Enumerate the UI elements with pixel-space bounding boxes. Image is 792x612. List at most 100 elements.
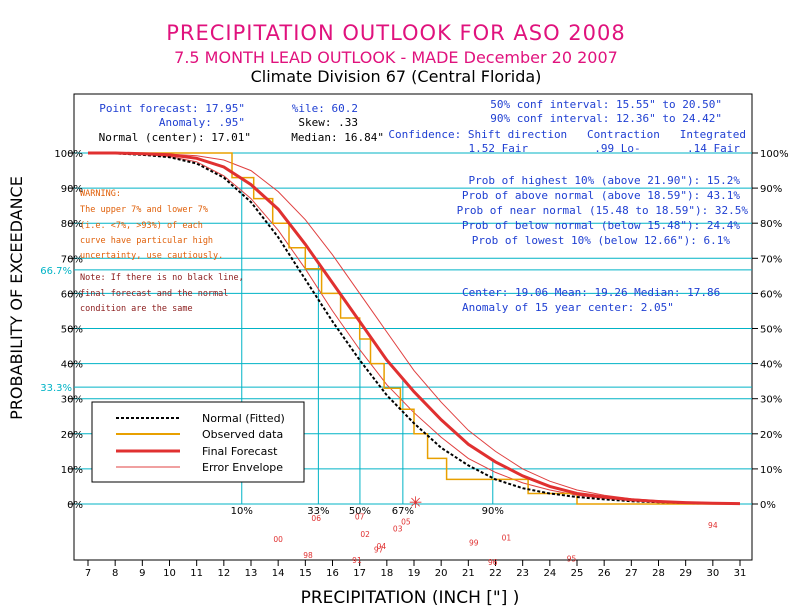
year-label: 05 [401, 518, 411, 527]
x-tick-label: 15 [299, 568, 312, 579]
note-block: Note: If there is no black line, final f… [80, 273, 244, 314]
x-tick-label: 14 [272, 568, 285, 579]
warning-line: The upper 7% and lower 7% [80, 205, 208, 215]
x-tick-label: 19 [408, 568, 421, 579]
year-label: 00 [273, 535, 283, 544]
center-stats: Center: 19.06 Mean: 19.26 Median: 17.86 … [462, 286, 720, 314]
warning-line: curve have particular high [80, 236, 213, 246]
y-tick-label-right: 70% [760, 254, 782, 265]
y-axis-title: PROBABILITY OF EXCEEDANCE [7, 176, 26, 420]
chart-division: Climate Division 67 (Central Florida) [251, 67, 542, 86]
year-label: 96 [488, 558, 498, 567]
grid: 66.7% 33.3% [40, 152, 752, 505]
y-tick-label-left: 20% [61, 430, 83, 441]
center-anomaly: Anomaly of 15 year center: 2.05" [462, 301, 674, 314]
prob-lowest: Prob of lowest 10% (below 12.66"): 6.1% [472, 234, 731, 247]
x-tick-label: 9 [139, 568, 145, 579]
stat-conf50: 50% conf interval: 15.55" to 20.50" [490, 98, 722, 111]
warning-block: WARNING: The upper 7% and lower 7% (i.e.… [80, 189, 223, 261]
warning-line: WARNING: [80, 189, 121, 199]
plot-frame [73, 93, 753, 561]
warning-line: uncertainty, use cautiously. [80, 251, 223, 261]
stat-normal: Normal (center): 17.01" [99, 131, 251, 144]
stat-confidence-values: 1.52 Fair .99 Lo- .14 Fair [468, 142, 740, 155]
year-label: 01 [502, 533, 512, 542]
y-tick-label-left: 90% [61, 184, 83, 195]
x-tick-label: 28 [652, 568, 665, 579]
x-tick-label: 10 [163, 568, 176, 579]
reference-label: 33.3% [40, 383, 72, 394]
percentile-label: 10% [231, 506, 253, 517]
x-tick-label: 21 [462, 568, 475, 579]
stat-pctile: %ile: 60.2 [292, 102, 358, 115]
center-values: Center: 19.06 Mean: 19.26 Median: 17.86 [462, 286, 720, 299]
x-tick-label: 12 [217, 568, 230, 579]
year-label: 03 [393, 525, 403, 534]
x-tick-label: 31 [734, 568, 747, 579]
year-label: 97 [374, 546, 384, 555]
x-tick-label: 20 [435, 568, 448, 579]
y-tick-label-left: 30% [61, 395, 83, 406]
year-label: 98 [303, 551, 313, 560]
y-tick-label-left: 100% [54, 149, 83, 160]
legend: Normal (Fitted) Observed data Final Fore… [91, 401, 305, 483]
y-tick-label-left: 50% [61, 325, 83, 336]
chart-title: PRECIPITATION OUTLOOK FOR ASO 2008 [166, 21, 626, 45]
prob-near: Prob of near normal (15.48 to 18.59"): 3… [457, 204, 749, 217]
x-tick-label: 29 [679, 568, 692, 579]
x-tick-label: 7 [85, 568, 91, 579]
probabilities: Prob of highest 10% (above 21.90"): 15.2… [457, 174, 749, 247]
prob-above: Prob of above normal (above 18.59"): 43.… [462, 189, 741, 202]
y-tick-label-left: 80% [61, 219, 83, 230]
percentile-label: 33% [307, 506, 329, 517]
legend-label: Error Envelope [202, 461, 283, 474]
stat-skew: Skew: .33 [298, 116, 358, 129]
series-final [88, 151, 741, 506]
x-tick-label: 25 [571, 568, 584, 579]
legend-label: Normal (Fitted) [202, 412, 285, 425]
prob-highest: Prob of highest 10% (above 21.90"): 15.2… [468, 174, 740, 187]
year-label: 02 [360, 530, 370, 539]
x-tick-label: 22 [489, 568, 502, 579]
reference-label: 66.7% [40, 266, 72, 277]
x-tick-label: 11 [190, 568, 203, 579]
chart-subtitle: 7.5 MONTH LEAD OUTLOOK - MADE December 2… [174, 48, 618, 67]
x-tick-label: 30 [706, 568, 719, 579]
legend-label: Final Forecast [202, 445, 278, 458]
x-tick-label: 27 [625, 568, 638, 579]
y-tick-label-left: 60% [61, 289, 83, 300]
stat-anomaly: Anomaly: .95" [159, 116, 245, 129]
y-tick-label-right: 80% [760, 219, 782, 230]
y-tick-label-right: 40% [760, 360, 782, 371]
x-tick-label: 16 [326, 568, 339, 579]
x-tick-label: 13 [245, 568, 258, 579]
x-tick-label: 8 [112, 568, 118, 579]
warning-line: (i.e. <7%, >93%) of each [80, 221, 203, 231]
axes: 7 8 9 10 11 12 13 14 15 16 17 18 19 20 21 22 23 24 25 26 27 2… [54, 149, 788, 579]
year-label: 94 [708, 521, 718, 530]
x-axis-title: PRECIPITATION (INCH ["] ) [301, 588, 520, 608]
y-tick-label-left: 40% [61, 360, 83, 371]
stats-left: Point forecast: 17.95" Anomaly: .95" Nor… [99, 102, 384, 144]
legend-box [91, 401, 305, 483]
y-tick-label-right: 0% [760, 500, 776, 511]
year-label: 95 [567, 554, 577, 563]
stat-conf90: 90% conf interval: 12.36" to 24.42" [490, 112, 722, 125]
x-tick-label: 17 [353, 568, 366, 579]
year-label: 07 [355, 512, 365, 521]
note-line: final forecast and the normal [80, 289, 228, 299]
legend-label: Observed data [202, 428, 283, 441]
year-label: 91 [352, 556, 362, 565]
year-label: 04 [377, 542, 387, 551]
y-tick-label-left: 10% [61, 465, 83, 476]
x-tick-label: 23 [516, 568, 529, 579]
y-tick-label-right: 10% [760, 465, 782, 476]
x-tick-label: 26 [598, 568, 611, 579]
y-tick-label-right: 60% [760, 289, 782, 300]
percentile-label: 90% [482, 506, 504, 517]
year-label: 99 [469, 539, 479, 548]
series-normal [87, 152, 741, 505]
stat-point-forecast: Point forecast: 17.95" [99, 102, 245, 115]
